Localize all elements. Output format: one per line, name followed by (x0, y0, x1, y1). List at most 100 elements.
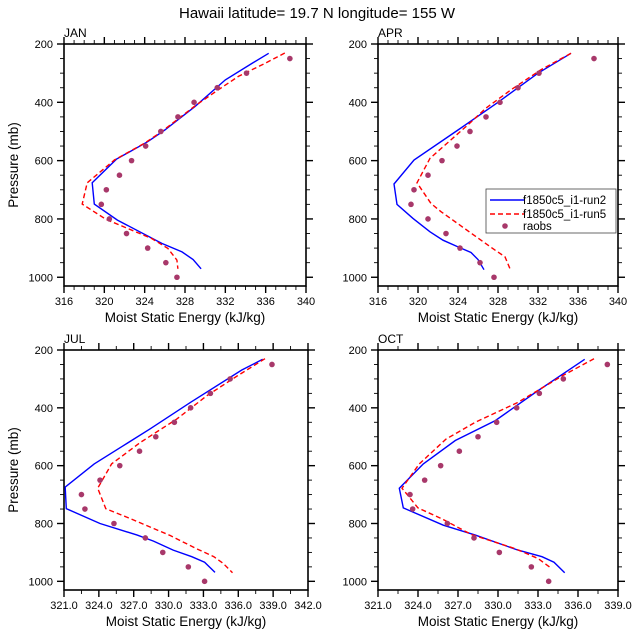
raobs-point (116, 462, 123, 469)
raobs-point (477, 259, 483, 266)
raobs-point (443, 230, 449, 237)
raobs-point (604, 361, 611, 368)
raobs-point (591, 55, 597, 62)
x-axis-label: Moist Static Energy (kJ/kg) (418, 614, 579, 629)
raobs-point (171, 419, 178, 426)
x-tick-label: 332 (216, 296, 234, 308)
raobs-point (439, 157, 445, 164)
series-run2-line (398, 358, 586, 574)
series-run2-line (91, 52, 270, 270)
x-tick-label: 324 (449, 296, 467, 308)
y-tick-label: 800 (35, 214, 53, 226)
panel-oct: OCT 321.0 324.0 327.0 330.0 333.0 336.0 339.0 20… (343, 332, 632, 629)
x-tick-label: 333.0 (524, 600, 552, 612)
legend-raobs-label: raobs (523, 221, 552, 233)
y-tick-label: 800 (349, 518, 367, 530)
x-tick-label: 340 (297, 296, 315, 308)
x-tick-label: 327.0 (444, 600, 472, 612)
series-run5-line (401, 358, 595, 569)
panel-label: OCT (378, 332, 404, 346)
raobs-point (496, 549, 503, 556)
raobs-point (411, 186, 417, 193)
raobs-point (191, 99, 197, 106)
raobs-point (185, 564, 192, 570)
panel-label: APR (378, 26, 403, 40)
x-tick-label: 330.0 (484, 600, 512, 612)
raobs-point (444, 520, 451, 527)
raobs-point (437, 462, 444, 469)
x-tick-label: 324.0 (85, 600, 113, 612)
raobs-point (425, 172, 431, 179)
y-tick-label: 800 (35, 518, 53, 530)
y-tick-label: 400 (35, 403, 53, 415)
series-run5-line (81, 52, 286, 269)
x-tick-label: 330.0 (155, 600, 183, 612)
x-tick-label: 333.0 (190, 600, 218, 612)
raobs-point (243, 70, 250, 76)
raobs-point (483, 114, 489, 120)
series-run2-line (393, 52, 572, 271)
raobs-point (425, 216, 431, 222)
raobs-point (158, 128, 164, 135)
chart-title: Hawaii latitude= 19.7 N longitude= 155 W (179, 5, 456, 22)
y-axis-label: Pressure (mb) (6, 427, 21, 513)
raobs-point (407, 491, 413, 498)
x-tick-label: 324.0 (404, 600, 432, 612)
x-tick-label: 320 (95, 296, 113, 308)
raobs-point (106, 216, 113, 222)
panel-apr: APR 316 320 324 328 332 336 340 200 400 600 800 1000… (343, 26, 628, 325)
x-tick-label: 328 (489, 296, 507, 308)
raobs-point (471, 535, 477, 541)
x-tick-label: 324 (135, 296, 153, 308)
y-tick-label: 600 (35, 461, 53, 473)
x-tick-label: 342.0 (294, 600, 322, 612)
x-tick-label: 336.0 (564, 600, 592, 612)
y-tick-label: 1000 (29, 576, 53, 588)
x-tick-label: 336 (569, 296, 587, 308)
raobs-point (207, 390, 214, 397)
raobs-point (116, 172, 123, 179)
raobs-point (287, 55, 293, 62)
raobs-point (421, 477, 428, 483)
panel-jan: JAN 316 320 324 328 332 336 340 200 400 600 800 1000… (6, 26, 315, 325)
y-tick-label: 400 (35, 97, 53, 109)
x-axis-label: Moist Static Energy (kJ/kg) (105, 310, 266, 325)
raobs-point (408, 201, 414, 208)
raobs-point (111, 520, 117, 527)
panel-jul: JUL 321.0 324.0 327.0 330.0 333.0 336.0 339.0 34… (6, 332, 322, 629)
raobs-point (545, 578, 552, 585)
raobs-point (536, 70, 542, 76)
legend-raobs-swatch (502, 223, 508, 229)
x-tick-label: 316 (369, 296, 387, 308)
raobs-point (98, 201, 105, 208)
raobs-point (103, 186, 110, 193)
raobs-point (142, 535, 149, 541)
panel-label: JAN (64, 26, 87, 40)
y-tick-label: 200 (35, 39, 53, 51)
y-tick-label: 600 (35, 156, 53, 168)
y-tick-label: 200 (349, 345, 367, 357)
x-tick-label: 320 (409, 296, 427, 308)
raobs-point (269, 361, 275, 368)
x-tick-label: 316 (55, 296, 73, 308)
raobs-point (128, 157, 135, 164)
raobs-point (515, 84, 521, 91)
series-run5-line (96, 358, 266, 574)
raobs-point (159, 549, 166, 556)
y-tick-label: 1000 (29, 272, 53, 284)
raobs-point (497, 99, 503, 106)
x-tick-label: 339.0 (259, 600, 287, 612)
raobs-point (227, 376, 233, 382)
raobs-point (136, 448, 143, 455)
raobs-point (475, 433, 481, 440)
raobs-point (493, 419, 500, 426)
raobs-point (536, 390, 543, 397)
legend-run5-label: f1850c5_i1-run5 (523, 209, 606, 221)
raobs-point (409, 506, 416, 512)
raobs-point (456, 448, 463, 455)
legend-run2-label: f1850c5_i1-run2 (523, 195, 606, 207)
raobs-point (142, 143, 149, 149)
y-tick-label: 400 (349, 97, 367, 109)
